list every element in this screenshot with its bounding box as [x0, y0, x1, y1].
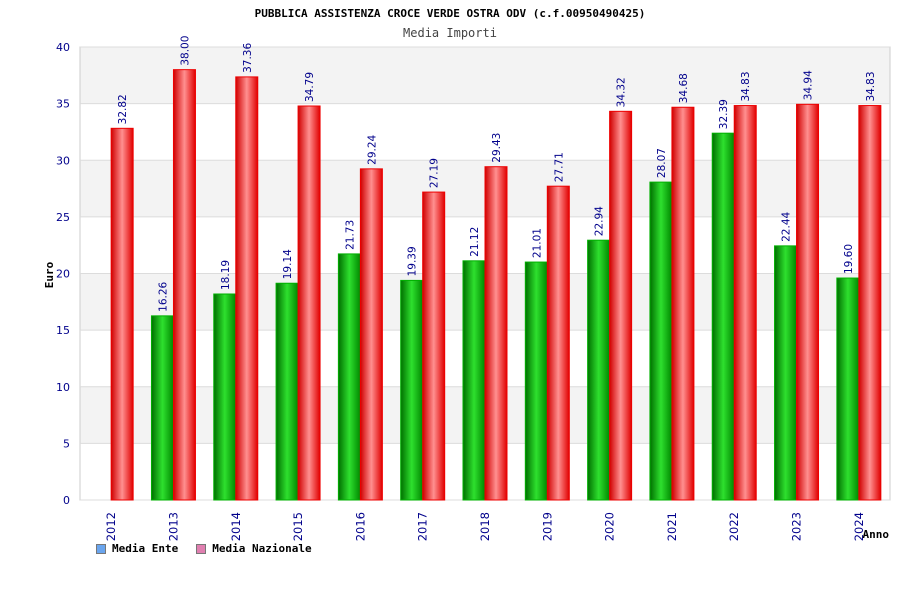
bar-media-ente: [836, 277, 860, 501]
bar-media-nazionale: [733, 105, 757, 501]
bar-media-ente: [711, 132, 735, 501]
chart-title: PUBBLICA ASSISTENZA CROCE VERDE OSTRA OD…: [255, 7, 646, 20]
data-label: 34.68: [678, 73, 690, 103]
data-label: 34.79: [304, 72, 316, 102]
data-label: 37.36: [242, 43, 254, 73]
bar-media-nazionale: [858, 105, 882, 501]
bar-media-nazionale: [609, 110, 633, 501]
y-tick-label: 25: [56, 211, 70, 224]
x-tick-label: 2019: [540, 512, 554, 541]
y-tick-label: 40: [56, 41, 70, 54]
data-label: 19.39: [407, 246, 419, 276]
data-label: 29.24: [366, 134, 378, 164]
data-label: 18.19: [220, 260, 232, 290]
bar-media-ente: [649, 181, 673, 501]
bar-media-ente: [337, 253, 361, 501]
bar-media-ente: [587, 239, 611, 501]
data-label: 21.01: [531, 228, 543, 258]
y-tick-label: 15: [56, 324, 70, 337]
bar-media-nazionale: [796, 103, 820, 501]
grid-band: [80, 47, 890, 104]
data-label: 22.44: [781, 211, 793, 241]
data-label: 21.12: [469, 227, 481, 257]
data-label: 34.83: [740, 71, 752, 101]
y-axis-label: Euro: [43, 261, 56, 288]
bar-media-ente: [150, 315, 174, 501]
legend-item-media-nazionale: Media Nazionale: [196, 542, 312, 555]
legend: Media Ente Media Nazionale: [96, 542, 312, 555]
x-axis-ticks: 2012 2013 2014 2015 2016 2017 2018 2019 2020 2021…: [104, 512, 866, 541]
data-label: 22.94: [594, 206, 606, 236]
bar-media-nazionale: [546, 185, 570, 501]
data-label: 28.07: [656, 148, 668, 178]
data-label: 38.00: [179, 36, 191, 66]
x-tick-label: 2021: [665, 512, 679, 541]
bar-media-nazionale: [235, 76, 259, 501]
x-tick-label: 2020: [603, 512, 617, 541]
bar-media-nazionale: [110, 127, 134, 501]
data-label: 34.94: [803, 70, 815, 100]
bar-media-ente: [524, 261, 548, 501]
bar-media-nazionale: [422, 191, 446, 501]
legend-item-media-ente: Media Ente: [96, 542, 178, 555]
x-axis-label: Anno: [863, 528, 890, 541]
y-tick-label: 0: [63, 494, 70, 507]
legend-label-media-ente: Media Ente: [112, 542, 179, 555]
bar-media-nazionale: [671, 106, 695, 501]
data-label: 29.43: [491, 133, 503, 163]
data-label: 27.19: [429, 158, 441, 188]
x-tick-label: 2023: [790, 512, 804, 541]
x-tick-label: 2012: [104, 512, 118, 541]
data-label: 16.26: [157, 281, 169, 311]
data-label: 34.83: [865, 71, 877, 101]
x-tick-label: 2013: [166, 512, 180, 541]
data-label: 19.60: [843, 244, 855, 274]
data-label: 32.82: [117, 94, 129, 124]
x-tick-label: 2018: [478, 512, 492, 541]
data-label: 19.14: [282, 249, 294, 279]
chart-subtitle: Media Importi: [403, 26, 497, 40]
legend-swatch-media-nazionale: [196, 543, 207, 554]
bar-media-ente: [774, 245, 798, 501]
grid-band: [80, 103, 890, 161]
bars: 32.82 16.26 38.00 18.19 37.36 19.14 34.79 21.73…: [110, 36, 882, 501]
y-axis-ticks: 0 5 10 15 20 25 30 35 40: [56, 41, 70, 507]
x-tick-label: 2014: [229, 512, 243, 541]
bar-media-ente: [462, 260, 486, 501]
bar-media-ente: [275, 282, 299, 501]
bar-media-nazionale: [484, 166, 508, 501]
x-tick-label: 2015: [291, 512, 305, 541]
x-tick-label: 2016: [353, 512, 367, 541]
y-tick-label: 10: [56, 381, 70, 394]
bar-media-ente: [213, 293, 237, 501]
bar-media-nazionale: [359, 168, 383, 501]
bar-media-nazionale: [172, 69, 196, 501]
data-label: 32.39: [718, 99, 730, 129]
legend-label-media-nazionale: Media Nazionale: [212, 542, 312, 555]
x-tick-label: 2024: [852, 512, 866, 541]
x-tick-label: 2017: [416, 512, 430, 541]
y-tick-label: 30: [56, 154, 70, 167]
data-label: 21.73: [344, 220, 356, 250]
y-tick-label: 20: [56, 268, 70, 281]
y-tick-label: 5: [63, 437, 70, 450]
y-tick-label: 35: [56, 98, 70, 111]
bar-media-nazionale: [297, 105, 321, 501]
x-tick-label: 2022: [727, 512, 741, 541]
bar-media-ente: [400, 279, 424, 501]
legend-swatch-media-ente: [96, 543, 106, 554]
data-label: 34.32: [616, 77, 628, 107]
data-label: 27.71: [553, 152, 565, 182]
